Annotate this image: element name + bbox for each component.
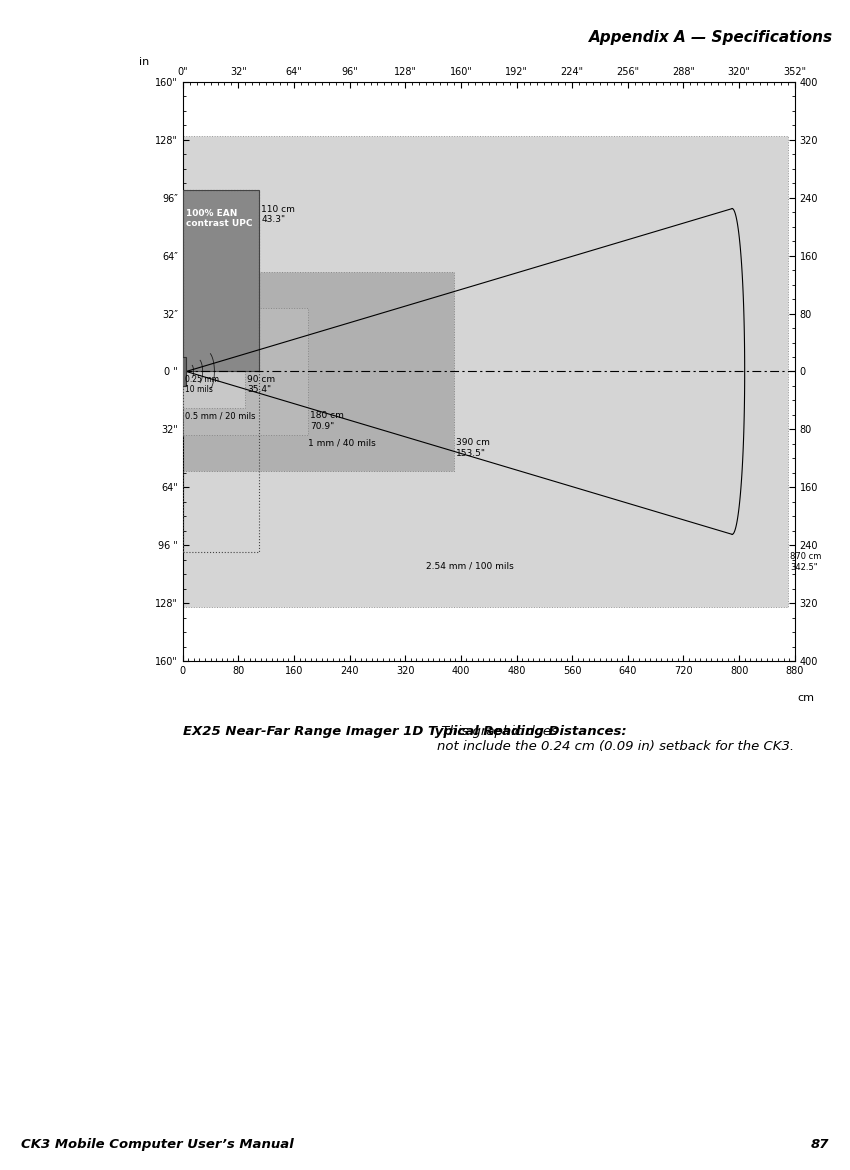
Text: 1 mm / 40 mils: 1 mm / 40 mils xyxy=(308,439,376,447)
Text: This graphic does
not include the 0.24 cm (0.09 in) setback for the CK3.: This graphic does not include the 0.24 c… xyxy=(438,725,795,753)
Text: CK3 Mobile Computer User’s Manual: CK3 Mobile Computer User’s Manual xyxy=(21,1138,294,1151)
Text: 87: 87 xyxy=(810,1138,829,1151)
Bar xyxy=(183,136,788,607)
Text: 2.54 mm / 100 mils: 2.54 mm / 100 mils xyxy=(426,562,514,571)
Text: cm: cm xyxy=(798,693,815,703)
Bar xyxy=(183,191,259,552)
Text: 390 cm
153.5": 390 cm 153.5" xyxy=(456,439,490,457)
Bar xyxy=(183,336,246,407)
Text: 90 cm
35.4": 90 cm 35.4" xyxy=(247,376,275,394)
Text: 180 cm
70.9": 180 cm 70.9" xyxy=(310,412,344,431)
Bar xyxy=(183,271,454,472)
Text: in: in xyxy=(139,57,149,68)
Text: EX25 Near-Far Range Imager 1D Typical Reading Distances:: EX25 Near-Far Range Imager 1D Typical Re… xyxy=(183,725,626,738)
Bar xyxy=(183,308,308,435)
Text: 110 cm
43.3": 110 cm 43.3" xyxy=(261,205,295,225)
Text: 0.5 mm / 20 mils: 0.5 mm / 20 mils xyxy=(184,412,255,420)
Text: 0.25 mm
10 mils: 0.25 mm 10 mils xyxy=(184,376,218,394)
Bar xyxy=(183,191,259,372)
Text: 100% EAN
contrast UPC: 100% EAN contrast UPC xyxy=(186,208,252,228)
Bar xyxy=(176,357,185,386)
Text: 870 cm
342.5": 870 cm 342.5" xyxy=(790,552,821,572)
Text: Appendix A — Specifications: Appendix A — Specifications xyxy=(589,30,833,46)
